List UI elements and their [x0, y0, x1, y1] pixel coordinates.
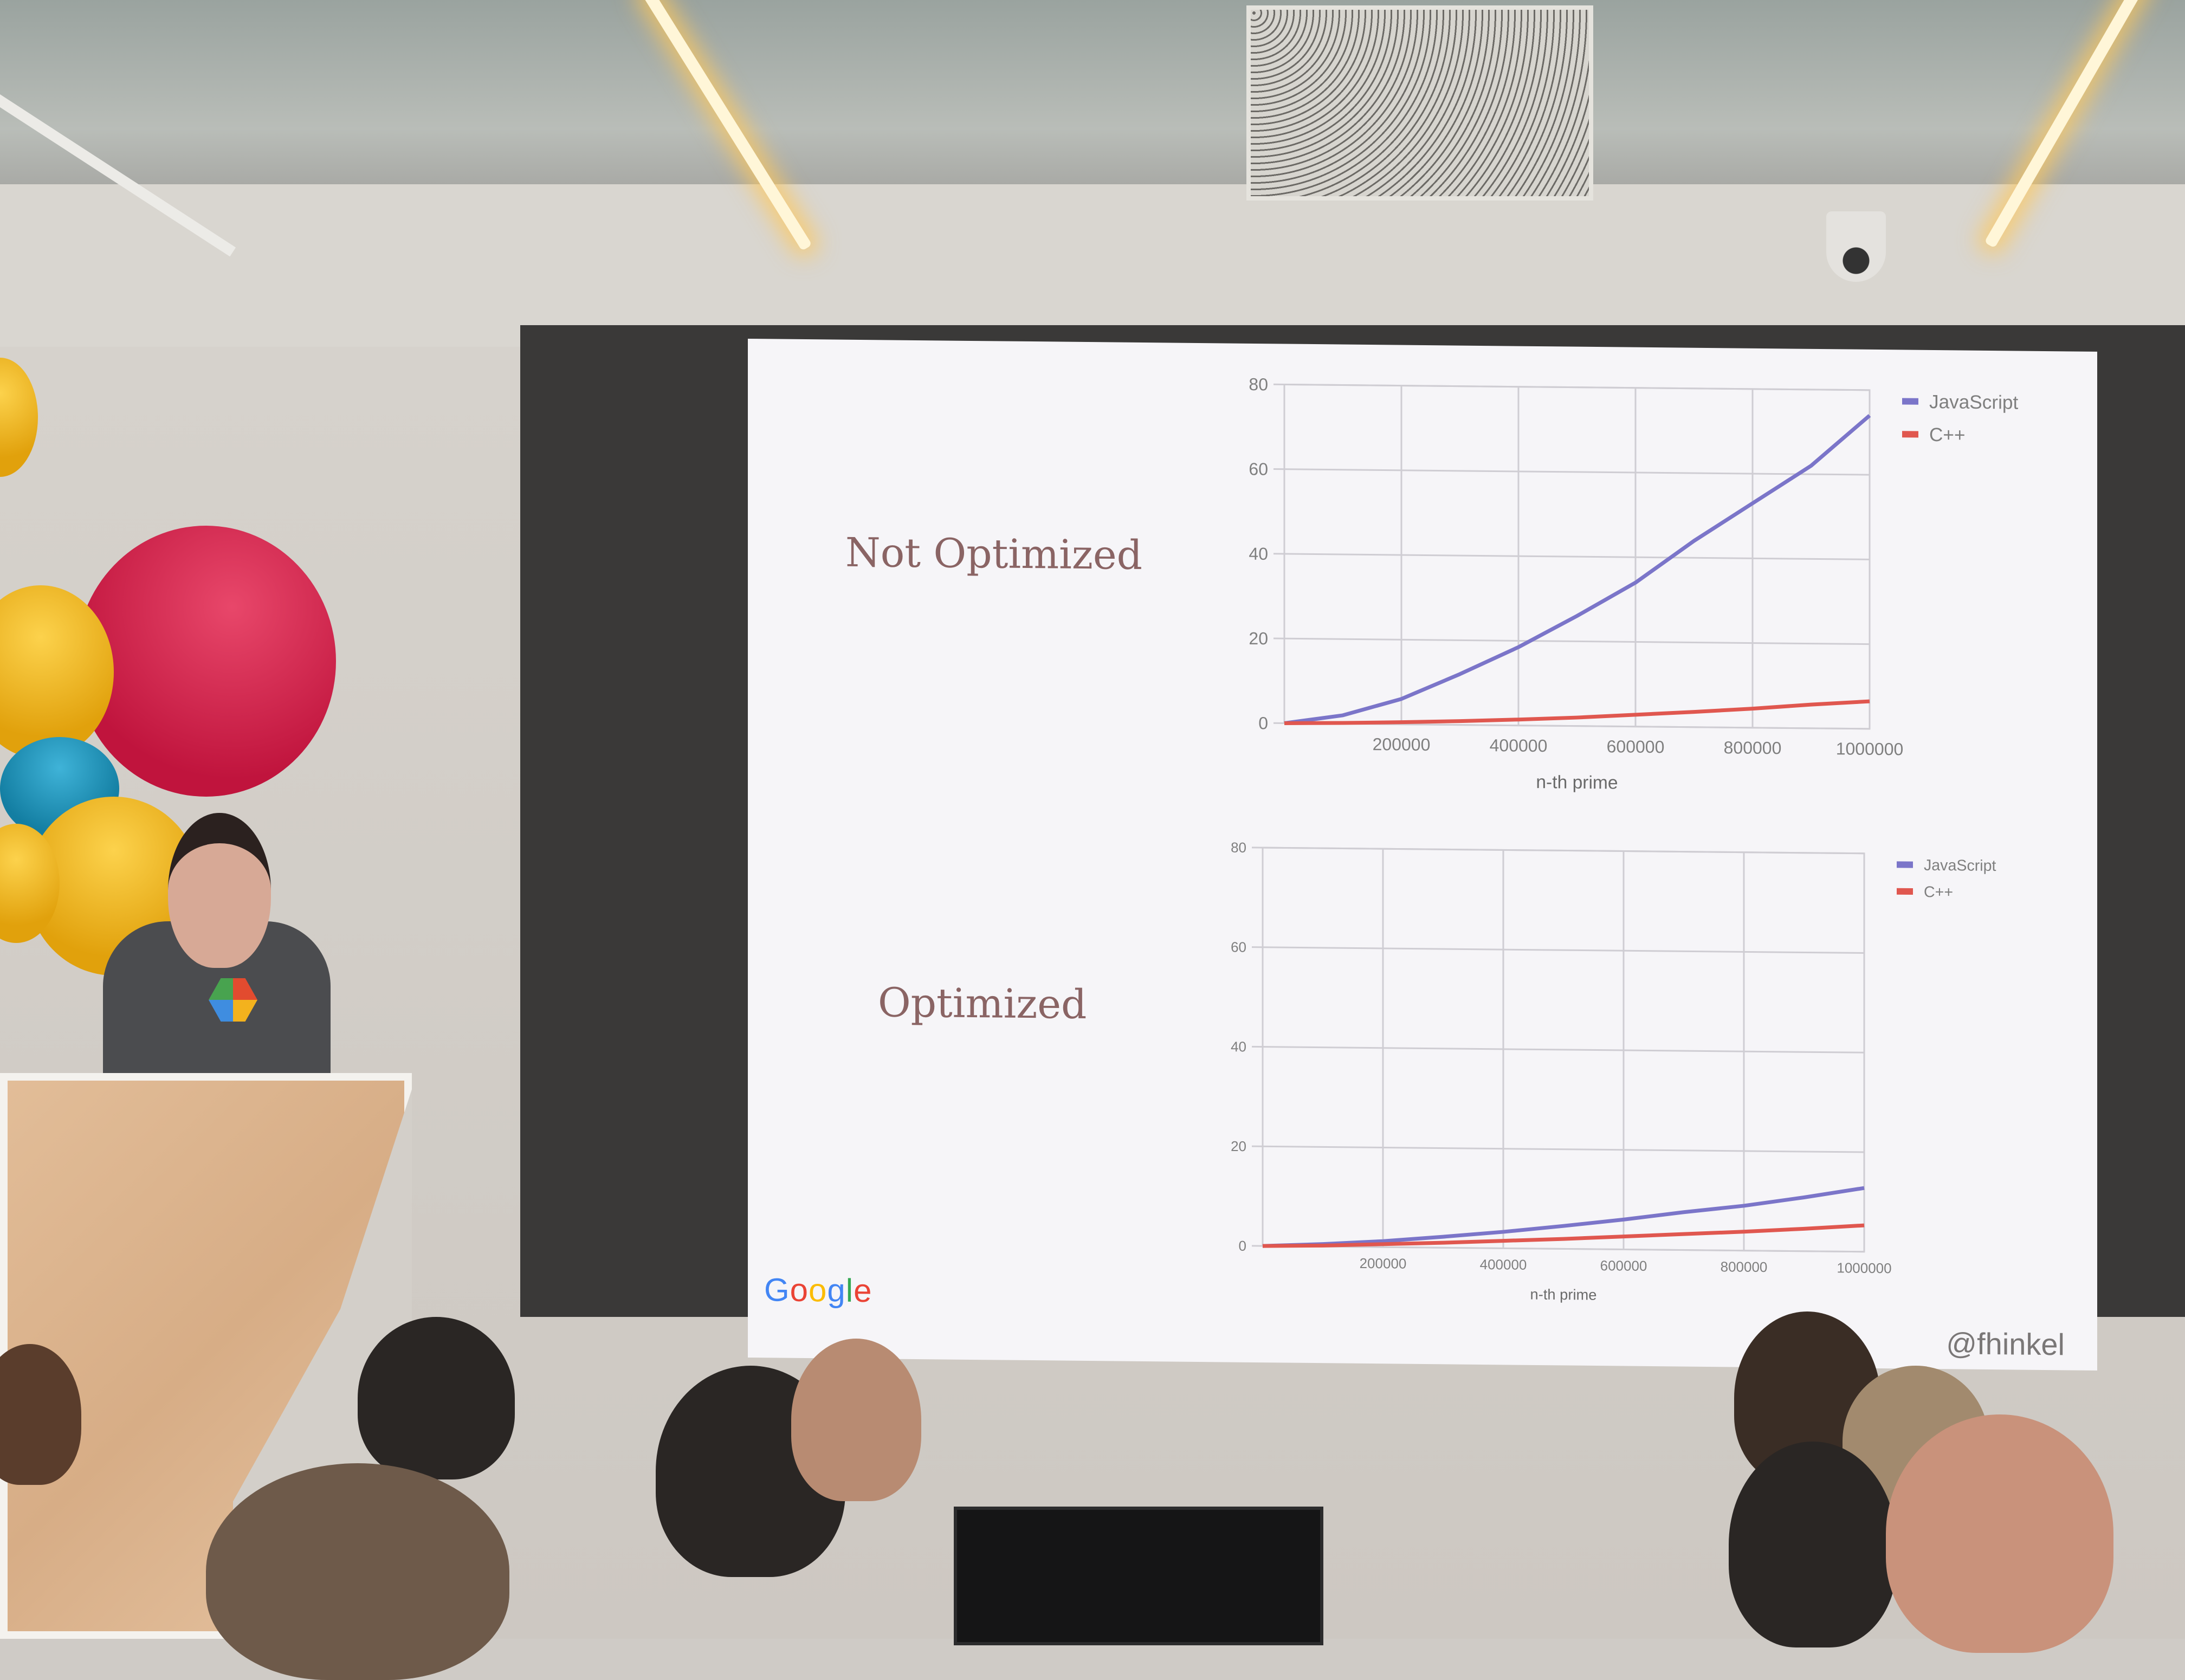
x-tick-label: 800000: [1724, 738, 1782, 758]
y-tick-label: 60: [1249, 459, 1268, 479]
y-tick-label: 40: [1249, 544, 1268, 564]
y-tick-label: 0: [1239, 1238, 1246, 1254]
x-tick-label: 400000: [1490, 735, 1548, 755]
google-logo-letter: l: [846, 1272, 854, 1309]
y-gridline: [1252, 1146, 1864, 1152]
x-tick-label: 600000: [1600, 1257, 1647, 1274]
y-tick-label: 80: [1231, 839, 1246, 856]
audience-head: [358, 1317, 515, 1479]
x-tick-label: 200000: [1360, 1255, 1407, 1272]
y-gridline: [1252, 1046, 1864, 1052]
y-gridline: [1273, 469, 1870, 475]
google-logo-letter: o: [790, 1272, 809, 1308]
x-tick-label: 1000000: [1836, 739, 1904, 759]
balloon-red: [76, 526, 336, 797]
legend-label: JavaScript: [1929, 391, 2018, 413]
y-gridline: [1273, 384, 1870, 390]
ceiling: [0, 0, 2185, 184]
google-logo: Google: [764, 1271, 872, 1309]
x-tick-label: 600000: [1607, 736, 1665, 757]
chart-optimized: 0 20 40 60 80 200000 400000 600000 800000 1000000…: [1203, 825, 2059, 1300]
google-logo-letter: G: [764, 1271, 790, 1308]
google-logo-letter: e: [854, 1272, 872, 1309]
y-tick-label: 40: [1231, 1038, 1246, 1055]
y-tick-label: 20: [1249, 629, 1268, 648]
chart-not-optimized: 0 20 40 60 80 200000 400000 600000 800000 1000000…: [1225, 359, 2070, 801]
optimized-heading: Optimized: [878, 979, 1087, 1028]
legend-label: C++: [1929, 424, 1966, 446]
confidence-monitor: [954, 1507, 1323, 1645]
series-line-javascript: [1263, 1183, 1864, 1252]
security-camera: [1826, 211, 1886, 282]
presentation-slide: Not Optimized Optimized 0 20 40 60 80 200000 4…: [748, 339, 2097, 1371]
google-logo-letter: o: [809, 1272, 827, 1308]
y-tick-label: 60: [1231, 939, 1246, 955]
x-tick-label: 200000: [1373, 734, 1431, 754]
y-tick-label: 0: [1258, 713, 1268, 733]
x-axis-label: n-th prime: [1530, 1285, 1597, 1303]
x-tick-label: 1000000: [1837, 1259, 1891, 1276]
ceiling-speaker: [1246, 5, 1593, 201]
y-tick-label: 20: [1231, 1138, 1246, 1154]
y-gridline: [1252, 848, 1864, 854]
legend-label: C++: [1924, 883, 1953, 901]
x-axis-label: n-th prime: [1536, 772, 1618, 793]
twitter-handle: @fhinkel: [1946, 1326, 2065, 1362]
y-tick-label: 80: [1249, 374, 1268, 394]
legend-label: JavaScript: [1924, 857, 1996, 875]
audience-head: [1729, 1442, 1897, 1647]
x-tick-label: 400000: [1480, 1256, 1527, 1273]
google-logo-letter: g: [827, 1272, 845, 1308]
audience-head: [206, 1463, 509, 1680]
not-optimized-heading: Not Optimized: [845, 529, 1142, 579]
speaker-head: [168, 813, 271, 968]
y-gridline: [1252, 947, 1864, 953]
series-line-javascript: [1284, 410, 1870, 728]
series-line-cpp: [1284, 696, 1870, 729]
y-gridline: [1273, 638, 1870, 644]
audience-head: [1886, 1414, 2113, 1653]
x-tick-label: 800000: [1721, 1258, 1768, 1275]
audience-head: [791, 1339, 921, 1501]
y-gridline: [1273, 554, 1870, 560]
